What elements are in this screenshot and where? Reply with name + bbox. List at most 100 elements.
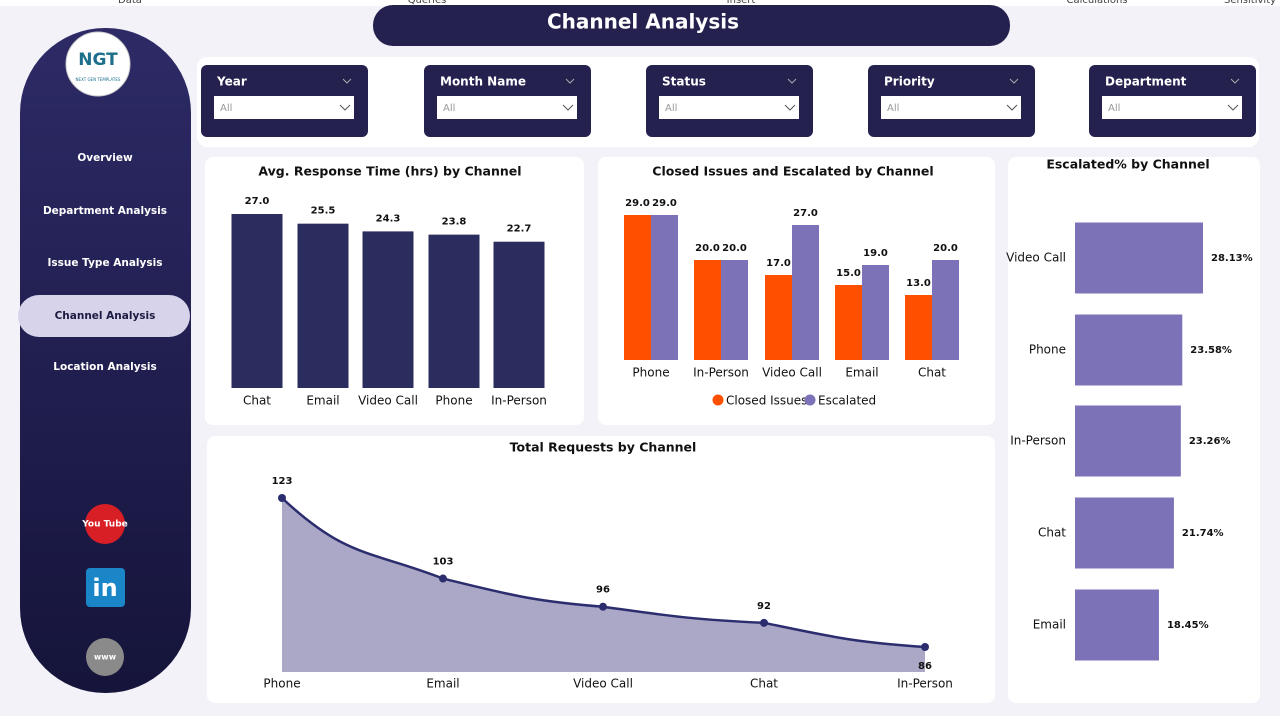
point bbox=[921, 643, 929, 651]
y-tick-label: Chat bbox=[1038, 526, 1066, 540]
web-icon[interactable] bbox=[86, 638, 124, 676]
menu-item[interactable]: Sensitivity bbox=[1224, 0, 1276, 6]
x-tick-label: Phone bbox=[632, 366, 669, 380]
x-tick-label: In-Person bbox=[693, 366, 749, 380]
data-label: 92 bbox=[757, 601, 771, 612]
data-label: 27.0 bbox=[245, 196, 270, 207]
linkedin-text: in bbox=[92, 574, 117, 602]
bar bbox=[1075, 222, 1203, 294]
filter-dropdown[interactable] bbox=[214, 96, 354, 119]
filter-dropdown[interactable] bbox=[881, 96, 1021, 119]
bar bbox=[905, 295, 932, 360]
dropdown-caret bbox=[784, 104, 796, 111]
logo-subtitle: NEXT GEN TEMPLATES bbox=[76, 77, 121, 82]
bar bbox=[694, 260, 721, 360]
data-label: 20.0 bbox=[695, 243, 720, 254]
nav-item[interactable]: Channel Analysis bbox=[55, 310, 156, 322]
filter-value: All bbox=[220, 103, 232, 114]
menu-item[interactable]: Calculations bbox=[1067, 0, 1128, 6]
menu-item[interactable]: Data bbox=[118, 0, 142, 6]
data-label: 24.3 bbox=[376, 213, 401, 224]
chart-title: Total Requests by Channel bbox=[510, 440, 697, 455]
bar bbox=[1075, 497, 1174, 569]
filter-caret bbox=[1230, 78, 1240, 84]
chart-title: Avg. Response Time (hrs) by Channel bbox=[258, 164, 521, 179]
linkedin-icon[interactable] bbox=[86, 568, 125, 607]
bar bbox=[792, 225, 819, 360]
filter-value: All bbox=[443, 103, 455, 114]
x-tick-label: Chat bbox=[918, 366, 946, 380]
youtube-icon[interactable] bbox=[85, 504, 125, 544]
legend-label[interactable]: Escalated bbox=[818, 394, 876, 408]
filter-dropdown[interactable] bbox=[659, 96, 799, 119]
nav-item[interactable]: Overview bbox=[77, 152, 133, 164]
filter-label: Department bbox=[1105, 75, 1187, 89]
legend-label[interactable]: Closed Issues bbox=[726, 394, 807, 408]
x-tick-label: In-Person bbox=[491, 394, 547, 408]
nav-active bbox=[18, 295, 190, 337]
menu-strip bbox=[0, 0, 1280, 6]
logo-text: NGT bbox=[78, 50, 118, 70]
page-title: Channel Analysis bbox=[547, 10, 739, 34]
y-tick-label: Phone bbox=[1029, 343, 1066, 357]
bar bbox=[362, 231, 414, 388]
bar bbox=[1075, 314, 1183, 386]
bar bbox=[835, 285, 862, 360]
data-label: 103 bbox=[433, 557, 454, 568]
chart-title: Closed Issues and Escalated by Channel bbox=[652, 164, 933, 179]
data-label: 17.0 bbox=[766, 258, 791, 269]
data-label: 13.0 bbox=[906, 278, 931, 289]
x-tick-label: Video Call bbox=[762, 366, 822, 380]
nav-item[interactable]: Issue Type Analysis bbox=[48, 257, 163, 269]
dropdown-caret bbox=[562, 104, 574, 111]
data-label: 29.0 bbox=[652, 198, 677, 209]
filter-dropdown[interactable] bbox=[1102, 96, 1242, 119]
filter-label: Priority bbox=[884, 75, 935, 89]
x-tick-label: Phone bbox=[263, 677, 300, 691]
filter-caret bbox=[342, 78, 352, 84]
x-tick-label: Email bbox=[845, 366, 878, 380]
data-label: 86 bbox=[918, 661, 932, 672]
bar bbox=[493, 241, 545, 388]
logo bbox=[65, 31, 131, 97]
filter-dropdown[interactable] bbox=[437, 96, 577, 119]
filter-label: Month Name bbox=[440, 75, 526, 89]
data-label: 28.13% bbox=[1211, 253, 1253, 264]
youtube-text: You Tube bbox=[81, 520, 128, 530]
menu-item[interactable]: Queries bbox=[408, 0, 447, 6]
filter-label: Status bbox=[662, 75, 706, 89]
sidebar bbox=[20, 28, 191, 693]
area-fill bbox=[282, 498, 925, 672]
bar bbox=[765, 275, 792, 360]
point bbox=[599, 602, 607, 611]
point bbox=[278, 494, 286, 502]
nav-item[interactable]: Location Analysis bbox=[53, 361, 156, 373]
data-label: 25.5 bbox=[311, 206, 336, 217]
data-label: 22.7 bbox=[507, 224, 532, 235]
x-tick-label: Video Call bbox=[358, 394, 418, 408]
y-tick-label: In-Person bbox=[1010, 434, 1066, 448]
nav-item[interactable]: Department Analysis bbox=[43, 205, 167, 217]
legend-marker bbox=[804, 394, 816, 406]
bar bbox=[624, 215, 651, 360]
data-label: 20.0 bbox=[722, 243, 747, 254]
data-label: 21.74% bbox=[1182, 528, 1224, 539]
bar bbox=[862, 265, 889, 360]
data-label: 18.45% bbox=[1167, 620, 1209, 631]
data-label: 20.0 bbox=[933, 243, 958, 254]
filter-value: All bbox=[665, 103, 677, 114]
point bbox=[439, 574, 447, 583]
y-tick-label: Email bbox=[1033, 618, 1066, 632]
bar bbox=[428, 234, 480, 388]
x-tick-label: Email bbox=[426, 677, 459, 691]
x-tick-label: Chat bbox=[243, 394, 271, 408]
web-text: www bbox=[94, 653, 117, 662]
bar bbox=[1075, 589, 1159, 661]
bar bbox=[721, 260, 748, 360]
data-label: 19.0 bbox=[863, 248, 888, 259]
filter-caret bbox=[1009, 78, 1019, 84]
menu-item[interactable]: Insert bbox=[727, 0, 756, 6]
filter-caret bbox=[565, 78, 575, 84]
header-bar bbox=[373, 5, 1010, 46]
